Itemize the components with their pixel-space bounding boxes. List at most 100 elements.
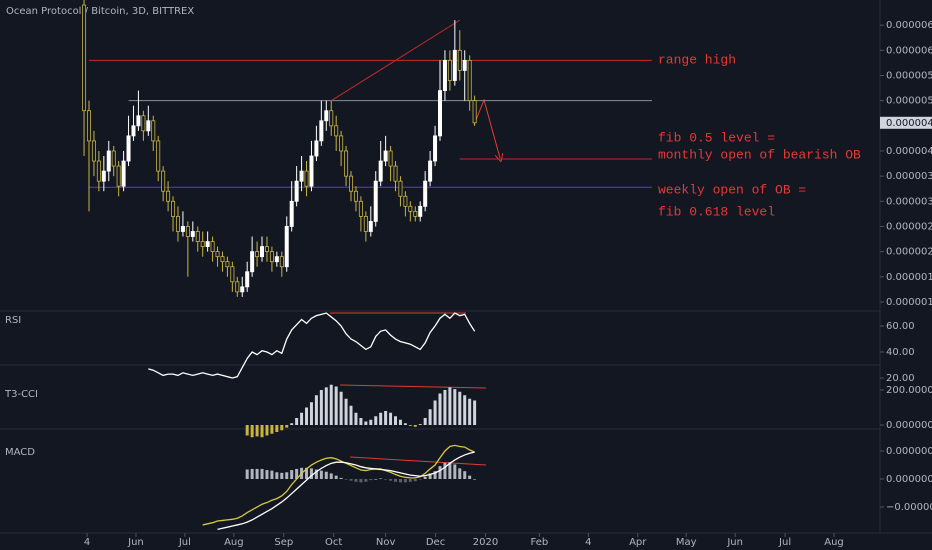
candle-body: [349, 175, 354, 192]
histogram-bar: [270, 470, 274, 480]
projection-arrow: [473, 98, 500, 158]
histogram-bar: [339, 391, 343, 426]
candle-body: [428, 160, 433, 182]
histogram-bar: [359, 479, 363, 483]
histogram-bar: [339, 477, 343, 480]
x-tick-label: Apr: [629, 537, 647, 548]
x-tick-label: Jul: [178, 537, 191, 548]
histogram-bar: [473, 479, 477, 480]
histogram-bar: [260, 425, 264, 438]
histogram-bar: [295, 468, 299, 480]
candle-body: [195, 231, 200, 242]
trend-line: [330, 19, 461, 102]
histogram-bar: [428, 473, 432, 480]
candle-body: [378, 160, 383, 182]
histogram-bar: [389, 479, 393, 481]
histogram-bar: [280, 425, 284, 431]
histogram-bar: [403, 479, 407, 483]
candle-body: [86, 110, 91, 142]
candle-body: [260, 246, 265, 258]
histogram-bar: [314, 395, 318, 426]
y-tick-label: 60.00: [886, 321, 915, 332]
histogram-bar: [468, 475, 472, 480]
histogram-bar: [458, 468, 462, 480]
histogram-bar: [433, 471, 437, 480]
candle-body: [452, 49, 457, 81]
candle-body: [334, 125, 339, 137]
histogram-bar: [305, 467, 309, 480]
candle-body: [413, 210, 418, 217]
candle-body: [161, 170, 166, 192]
histogram-bar: [384, 479, 388, 480]
candle-body: [240, 286, 245, 293]
candle-body: [215, 251, 220, 258]
candle-body: [156, 140, 161, 172]
histogram-bar: [314, 469, 318, 480]
rsi-title: RSI: [5, 315, 21, 326]
candle-body: [245, 271, 250, 288]
histogram-bar: [245, 425, 249, 436]
histogram-bar: [319, 389, 323, 426]
candle-body: [393, 165, 398, 182]
histogram-bar: [305, 407, 309, 426]
x-tick-label: Aug: [824, 537, 844, 548]
histogram-bar: [309, 402, 313, 426]
histogram-bar: [448, 462, 452, 480]
candle-body: [398, 180, 403, 197]
histogram-bar: [285, 472, 289, 480]
annotation: range high: [658, 52, 736, 67]
candle-body: [255, 251, 260, 258]
histogram-bar: [329, 384, 333, 426]
candle-body: [274, 256, 279, 263]
x-tick-label: May: [676, 537, 697, 548]
y-tick-label: 0.00000600: [886, 45, 932, 56]
cci-trend-line: [339, 384, 487, 389]
histogram-bar: [433, 400, 437, 426]
candle-body: [472, 100, 477, 124]
histogram-bar: [295, 417, 299, 426]
histogram-bar: [285, 425, 289, 428]
macd-title: MACD: [5, 447, 35, 458]
candle-body: [339, 135, 344, 152]
candle-body: [96, 160, 101, 182]
histogram-bar: [369, 419, 373, 426]
candle-body: [408, 205, 413, 212]
histogram-bar: [255, 425, 259, 437]
histogram-bar: [413, 425, 417, 427]
candle-body: [175, 215, 180, 232]
annotation: weekly open of OB =: [658, 182, 806, 197]
histogram-bar: [448, 387, 452, 426]
x-tick-label: 4: [84, 537, 90, 548]
y-tick-label: 0.00000100: [886, 297, 932, 308]
y-tick-label: 0.00000550: [886, 70, 932, 81]
candle-body: [250, 251, 255, 273]
candle-body: [151, 120, 156, 142]
candle-body: [304, 170, 309, 187]
candle-body: [329, 110, 334, 127]
x-tick-label: Sep: [274, 537, 293, 548]
x-tick-label: Dec: [426, 537, 445, 548]
candle-body: [185, 226, 190, 237]
y-tick-label: 0.00000350: [886, 171, 932, 182]
candle-body: [467, 59, 472, 102]
histogram-bar: [270, 425, 274, 434]
candle-body: [442, 59, 447, 91]
candle-body: [309, 155, 314, 187]
y-tick-label: 0.00000000: [886, 474, 932, 485]
candle-body: [126, 135, 131, 162]
candle-body: [324, 110, 329, 122]
histogram-bar: [255, 468, 259, 480]
histogram-bar: [398, 419, 402, 426]
histogram-bar: [265, 470, 269, 480]
histogram-bar: [250, 425, 254, 438]
candle-body: [225, 261, 230, 268]
histogram-bar: [384, 410, 388, 426]
histogram-bar: [275, 472, 279, 480]
indicator-line: [217, 451, 475, 531]
histogram-bar: [334, 386, 338, 426]
candle-body: [344, 150, 349, 177]
candle-body: [284, 226, 289, 268]
y-tick-label: 20.00: [886, 373, 915, 384]
candle-body: [433, 135, 438, 162]
